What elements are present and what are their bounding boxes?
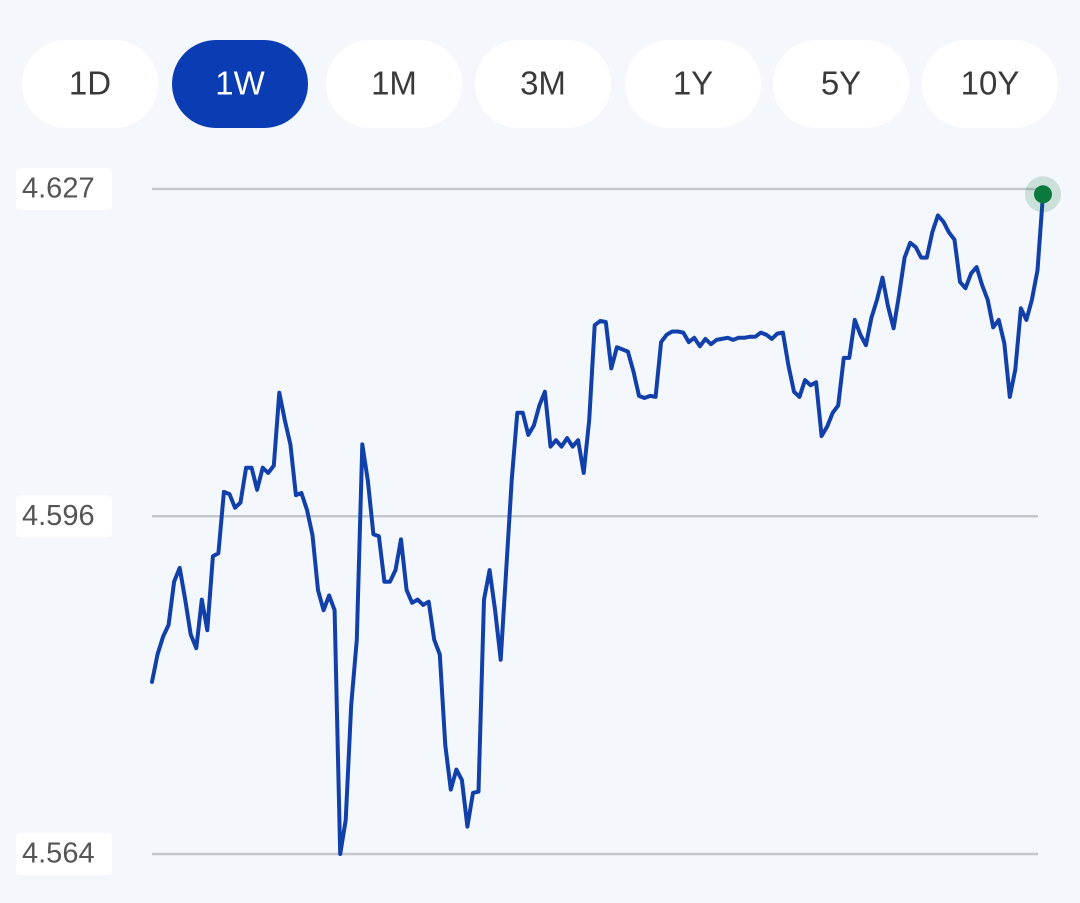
button-label[interactable]: 1D (69, 65, 111, 102)
button-label[interactable]: 5Y (821, 65, 861, 102)
button-label[interactable]: 1Y (673, 65, 713, 102)
range-button[interactable]: 5Y (773, 40, 909, 128)
range-button[interactable]: 1W (172, 40, 308, 128)
range-button[interactable]: 1M (326, 40, 462, 128)
button-background[interactable] (326, 40, 462, 128)
tick-label-background (16, 833, 112, 875)
last-point (1034, 185, 1052, 204)
button-label[interactable]: 3M (520, 65, 566, 102)
button-background[interactable] (22, 40, 158, 128)
range-button[interactable]: 10Y (922, 40, 1058, 128)
range-button[interactable]: 1D (22, 40, 158, 128)
tick-label-background (16, 495, 112, 538)
y-tick-label: 4.564 (22, 838, 95, 870)
button-background[interactable] (172, 40, 308, 128)
button-label[interactable]: 10Y (961, 65, 1020, 102)
range-button[interactable]: 3M (475, 40, 611, 128)
button-background[interactable] (625, 40, 761, 128)
y-tick-label: 4.627 (22, 173, 95, 205)
button-background[interactable] (475, 40, 611, 128)
button-background[interactable] (773, 40, 909, 128)
button-label[interactable]: 1W (215, 65, 265, 102)
y-tick-label: 4.596 (22, 500, 95, 532)
range-button[interactable]: 1Y (625, 40, 761, 128)
price-line (150, 192, 1045, 856)
button-background[interactable] (922, 40, 1058, 128)
button-label[interactable]: 1M (371, 65, 417, 102)
tick-label-background (16, 168, 112, 210)
